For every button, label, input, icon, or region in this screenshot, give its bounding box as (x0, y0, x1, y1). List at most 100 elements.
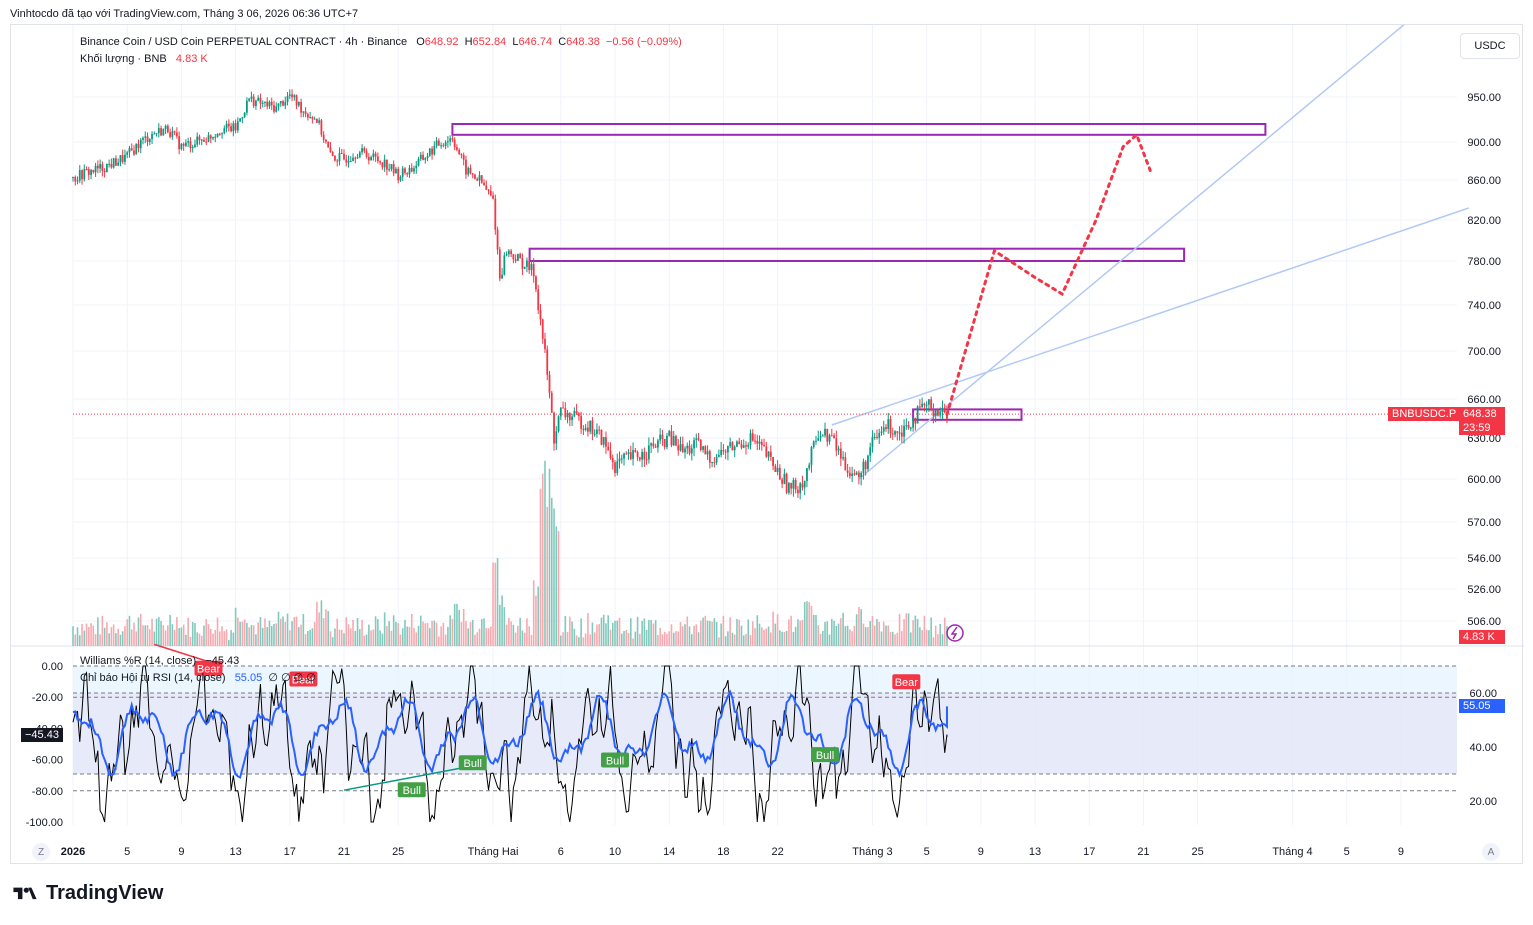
candle (873, 432, 876, 440)
candle-body (530, 264, 533, 271)
candle (702, 445, 704, 453)
volume-bar (207, 624, 210, 646)
volume-bar (356, 617, 359, 646)
candle-body (652, 443, 655, 447)
candle (591, 416, 594, 441)
candle-body (85, 169, 88, 171)
candle (799, 481, 802, 500)
currency-selector[interactable]: USDC (1460, 33, 1520, 59)
signal-badge (397, 782, 426, 798)
volume-bar (289, 630, 291, 646)
candle (119, 154, 122, 167)
candle-body (801, 483, 804, 488)
volume-bar (180, 627, 183, 646)
candle (124, 149, 126, 165)
candle-body (173, 131, 176, 133)
candle-body (189, 141, 192, 149)
candle (259, 93, 262, 109)
candle-body (198, 136, 201, 141)
candle (627, 449, 630, 460)
candle-body (169, 132, 172, 137)
candle (747, 442, 750, 450)
candle-body (645, 459, 648, 461)
volume-bar (307, 630, 309, 646)
candle-body (293, 95, 296, 98)
candle-body (844, 457, 847, 471)
candle (476, 177, 479, 182)
volume-bar (318, 612, 320, 646)
candle-body (885, 427, 887, 429)
z-button[interactable]: Z (32, 843, 50, 861)
candle (203, 137, 205, 142)
candle-body (903, 425, 905, 437)
auto-scale-button[interactable]: A (1482, 843, 1500, 861)
candle-body (379, 161, 382, 163)
volume-bar (661, 634, 664, 646)
candle (232, 120, 235, 137)
candle (325, 139, 327, 144)
candle (733, 445, 736, 458)
candle (711, 461, 714, 468)
candle (343, 149, 345, 161)
volume-bar (833, 620, 835, 646)
candle (882, 420, 885, 435)
candle-body (864, 461, 867, 470)
candle (555, 426, 558, 451)
volume-bar (178, 628, 180, 646)
candle-body (383, 159, 386, 168)
candle-body (157, 128, 160, 134)
candle (903, 419, 905, 444)
candle-body (614, 462, 616, 474)
volume-bar (528, 626, 530, 646)
time-tick-label: 14 (663, 846, 675, 858)
candle (616, 453, 619, 476)
signal-badge (892, 674, 921, 690)
rsi-label: Chỉ báo Hội tụ RSI (14, close) (80, 672, 226, 684)
volume-bar (903, 619, 905, 646)
price-tick-label: 600.00 (1467, 474, 1501, 486)
volume-bar (237, 617, 239, 646)
volume-bar (90, 623, 92, 646)
candle-body (460, 154, 463, 156)
candle (738, 437, 741, 445)
time-tick-label: 25 (1192, 846, 1204, 858)
volume-bar (677, 631, 680, 646)
volume-bar (246, 622, 248, 646)
candle (257, 95, 260, 102)
chart-frame[interactable]: 950.00 900.00 860.00 820.00 780.00 740.00 700.… (10, 24, 1524, 865)
volume-bar (381, 633, 384, 646)
price-tick-label: 740.00 (1467, 300, 1501, 312)
chart-canvas[interactable]: 950.00900.00860.00820.00780.00740.00700.… (11, 25, 1524, 865)
candle (589, 420, 592, 435)
volume-bar (182, 624, 185, 646)
volume-bar (474, 634, 476, 646)
volume-bar (92, 625, 95, 646)
candle-body (887, 419, 890, 429)
candle-body (851, 473, 854, 477)
candle-body (853, 473, 856, 475)
candle-body (774, 466, 777, 472)
candle-body (273, 105, 275, 112)
price-tick-label: 700.00 (1467, 346, 1501, 358)
candle (379, 160, 382, 165)
candle (101, 161, 104, 177)
candle-body (435, 140, 438, 146)
candle-body (769, 451, 772, 457)
candle-body (835, 438, 838, 451)
volume-bar (320, 600, 323, 646)
volume-bar (930, 617, 932, 646)
volume-bar (668, 631, 670, 646)
volume-bar (600, 617, 603, 646)
volume-bar (99, 634, 101, 646)
volume-bar (232, 632, 235, 646)
candle-body (216, 133, 219, 137)
tradingview-logo[interactable]: TradingView (10, 882, 163, 905)
volume-bar (645, 630, 648, 646)
volume-bar (510, 621, 512, 646)
rsi-line (72, 689, 948, 779)
candle (388, 163, 391, 172)
volume-bar (406, 626, 409, 646)
volume-bar (790, 615, 792, 646)
volume-bar (415, 632, 418, 646)
candle-body (239, 118, 242, 122)
